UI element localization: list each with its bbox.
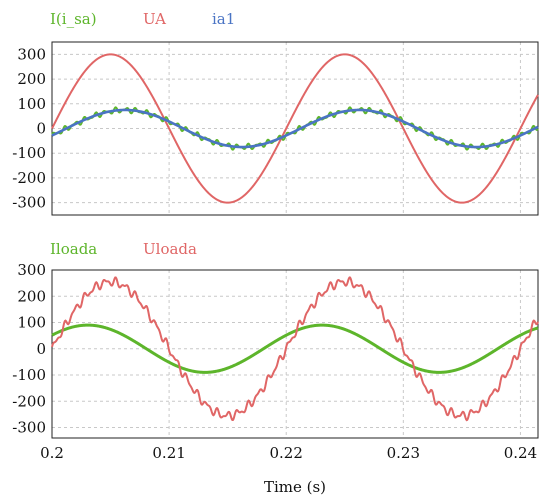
legend-entry: Iloada (50, 240, 97, 258)
top-chart-panel: 300 200 100 0 -100 -200 -300 I(i_sa) UA ia1 (12, 10, 539, 216)
series-line-UA (51, 53, 539, 204)
series-line-ia1 (51, 108, 539, 149)
plot-frame (51, 269, 539, 439)
x-tick-label: 0.24 (504, 444, 537, 462)
legend-entry: ia1 (212, 10, 235, 28)
y-tick-label: -100 (12, 144, 46, 162)
x-axis: 0.2 0.21 0.22 0.23 0.24 Time (s) (40, 444, 537, 496)
y-tick-label: -300 (12, 419, 46, 437)
y-tick-label: 100 (17, 95, 46, 113)
y-tick-label: 0 (36, 120, 46, 138)
series-line-Uloada (51, 276, 539, 422)
y-tick-label: -200 (12, 392, 46, 410)
y-tick-label: 300 (17, 45, 46, 63)
legend-entry: I(i_sa) (50, 10, 97, 28)
y-tick-label: 300 (17, 261, 46, 279)
y-tick-label: -100 (12, 366, 46, 384)
series-line-Iloada (51, 323, 539, 374)
y-tick-label: -200 (12, 169, 46, 187)
legend-entry: Uloada (143, 240, 197, 258)
legend-entry: UA (143, 10, 166, 28)
x-tick-label: 0.22 (270, 444, 303, 462)
y-tick-label: 0 (36, 340, 46, 358)
y-tick-label: 100 (17, 314, 46, 332)
y-tick-label: -300 (12, 194, 46, 212)
x-axis-label: Time (s) (264, 478, 326, 496)
y-tick-label: 200 (17, 287, 46, 305)
x-tick-label: 0.23 (387, 444, 420, 462)
y-tick-label: 200 (17, 70, 46, 88)
x-tick-label: 0.2 (40, 444, 64, 462)
x-tick-label: 0.21 (152, 444, 185, 462)
bottom-chart-panel: 300 200 100 0 -100 -200 -300 Iloada Uloada (12, 240, 539, 439)
